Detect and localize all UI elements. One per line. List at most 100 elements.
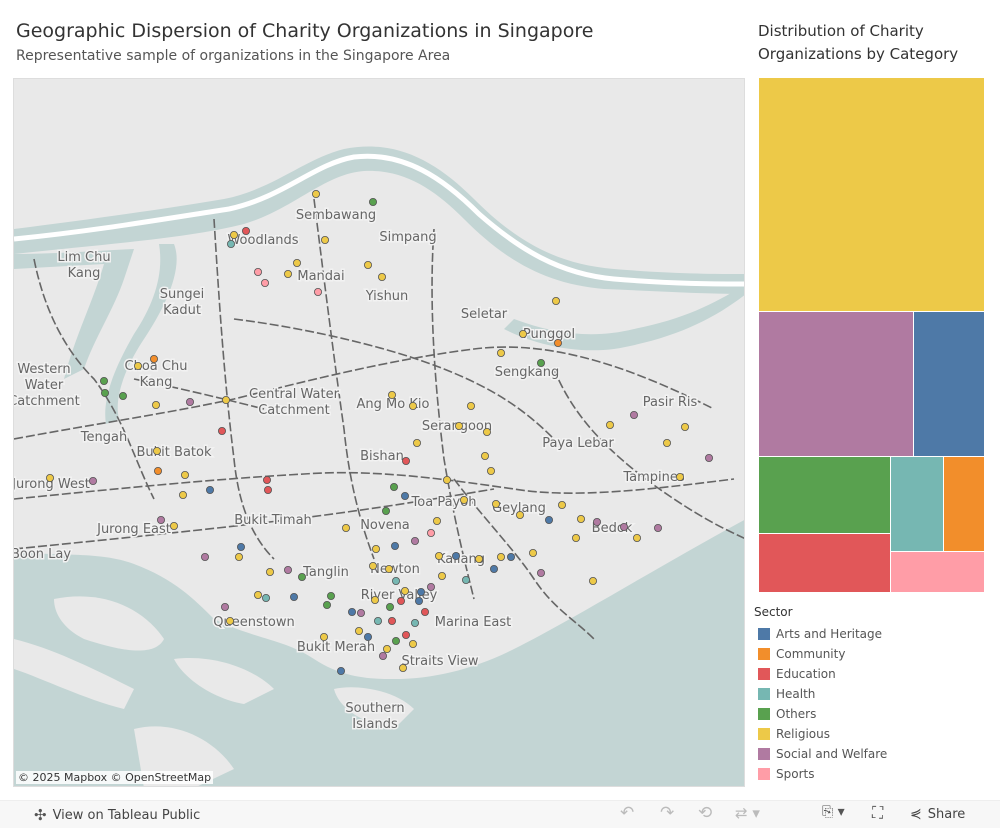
organization-point[interactable] — [368, 198, 377, 207]
treemap-cell-health[interactable] — [890, 456, 944, 552]
organization-point[interactable] — [381, 506, 390, 515]
organization-point[interactable] — [420, 608, 429, 617]
treemap-cell-education[interactable] — [758, 533, 891, 593]
organization-point[interactable] — [387, 390, 396, 399]
undo-button[interactable]: ↶ — [620, 803, 634, 823]
organization-point[interactable] — [134, 361, 143, 370]
organization-point[interactable] — [506, 552, 515, 561]
organization-point[interactable] — [537, 568, 546, 577]
download-button[interactable]: ⎘ ▾ — [822, 804, 845, 820]
organization-point[interactable] — [408, 401, 417, 410]
organization-point[interactable] — [205, 485, 214, 494]
organization-point[interactable] — [412, 438, 421, 447]
organization-point[interactable] — [385, 603, 394, 612]
organization-point[interactable] — [253, 591, 262, 600]
organization-point[interactable] — [400, 586, 409, 595]
organization-point[interactable] — [518, 329, 527, 338]
legend-item[interactable]: Health — [754, 684, 887, 704]
organization-point[interactable] — [426, 528, 435, 537]
organization-point[interactable] — [292, 258, 301, 267]
organization-point[interactable] — [185, 397, 194, 406]
organization-point[interactable] — [480, 451, 489, 460]
organization-point[interactable] — [378, 652, 387, 661]
organization-point[interactable] — [606, 420, 615, 429]
organization-point[interactable] — [432, 516, 441, 525]
organization-point[interactable] — [226, 239, 235, 248]
organization-point[interactable] — [169, 521, 178, 530]
organization-point[interactable] — [459, 495, 468, 504]
organization-point[interactable] — [336, 667, 345, 676]
organization-point[interactable] — [474, 554, 483, 563]
organization-point[interactable] — [434, 551, 443, 560]
organization-point[interactable] — [401, 631, 410, 640]
organization-point[interactable] — [491, 499, 500, 508]
organization-point[interactable] — [454, 421, 463, 430]
organization-point[interactable] — [234, 552, 243, 561]
map-view[interactable]: Sembawang Woodlands Simpang Lim Chu Kang Mand… — [13, 78, 745, 787]
organization-point[interactable] — [320, 235, 329, 244]
fullscreen-button[interactable]: ⛶ — [872, 803, 883, 823]
organization-point[interactable] — [261, 594, 270, 603]
organization-point[interactable] — [363, 260, 372, 269]
organization-point[interactable] — [382, 645, 391, 654]
organization-point[interactable] — [389, 482, 398, 491]
organization-point[interactable] — [496, 348, 505, 357]
treemap-cell-arts-heritage[interactable] — [913, 311, 985, 457]
organization-point[interactable] — [461, 575, 470, 584]
map-attribution[interactable]: © 2025 Mapbox © OpenStreetMap — [16, 771, 214, 784]
organization-point[interactable] — [589, 576, 598, 585]
organization-point[interactable] — [283, 565, 292, 574]
organization-point[interactable] — [633, 533, 642, 542]
organization-point[interactable] — [515, 510, 524, 519]
organization-point[interactable] — [537, 358, 546, 367]
organization-point[interactable] — [705, 453, 714, 462]
organization-point[interactable] — [260, 278, 269, 287]
organization-point[interactable] — [217, 426, 226, 435]
organization-point[interactable] — [410, 536, 419, 545]
organization-point[interactable] — [221, 395, 230, 404]
organization-point[interactable] — [620, 522, 629, 531]
organization-point[interactable] — [89, 476, 98, 485]
treemap-cell-social-welfare[interactable] — [758, 311, 914, 457]
treemap-cell-community[interactable] — [943, 456, 985, 552]
organization-point[interactable] — [387, 617, 396, 626]
organization-point[interactable] — [156, 515, 165, 524]
organization-point[interactable] — [151, 400, 160, 409]
organization-point[interactable] — [241, 226, 250, 235]
organization-point[interactable] — [371, 544, 380, 553]
organization-point[interactable] — [489, 564, 498, 573]
organization-point[interactable] — [322, 601, 331, 610]
organization-point[interactable] — [396, 597, 405, 606]
organization-point[interactable] — [377, 272, 386, 281]
organization-point[interactable] — [663, 438, 672, 447]
organization-point[interactable] — [263, 485, 272, 494]
organization-point[interactable] — [297, 572, 306, 581]
legend-item[interactable]: Social and Welfare — [754, 744, 887, 764]
organization-point[interactable] — [178, 490, 187, 499]
organization-point[interactable] — [119, 391, 128, 400]
organization-point[interactable] — [577, 514, 586, 523]
organization-point[interactable] — [426, 582, 435, 591]
treemap-cell-religious[interactable] — [758, 77, 985, 312]
organization-point[interactable] — [572, 533, 581, 542]
organization-point[interactable] — [368, 561, 377, 570]
view-on-tableau-public-link[interactable]: ✣ View on Tableau Public — [34, 806, 200, 824]
organization-point[interactable] — [46, 473, 55, 482]
share-button[interactable]: ⋞ Share — [910, 806, 965, 822]
organization-point[interactable] — [451, 551, 460, 560]
organization-point[interactable] — [554, 338, 563, 347]
organization-point[interactable] — [319, 633, 328, 642]
organization-point[interactable] — [398, 664, 407, 673]
organization-point[interactable] — [630, 410, 639, 419]
organization-point[interactable] — [311, 190, 320, 199]
organization-point[interactable] — [414, 597, 423, 606]
organization-point[interactable] — [152, 446, 161, 455]
organization-point[interactable] — [408, 640, 417, 649]
organization-point[interactable] — [384, 564, 393, 573]
organization-point[interactable] — [180, 470, 189, 479]
revert-button[interactable]: ⟲ — [698, 803, 712, 823]
organization-point[interactable] — [558, 500, 567, 509]
redo-button[interactable]: ↷ — [660, 803, 674, 823]
organization-point[interactable] — [681, 422, 690, 431]
legend-item[interactable]: Community — [754, 644, 887, 664]
